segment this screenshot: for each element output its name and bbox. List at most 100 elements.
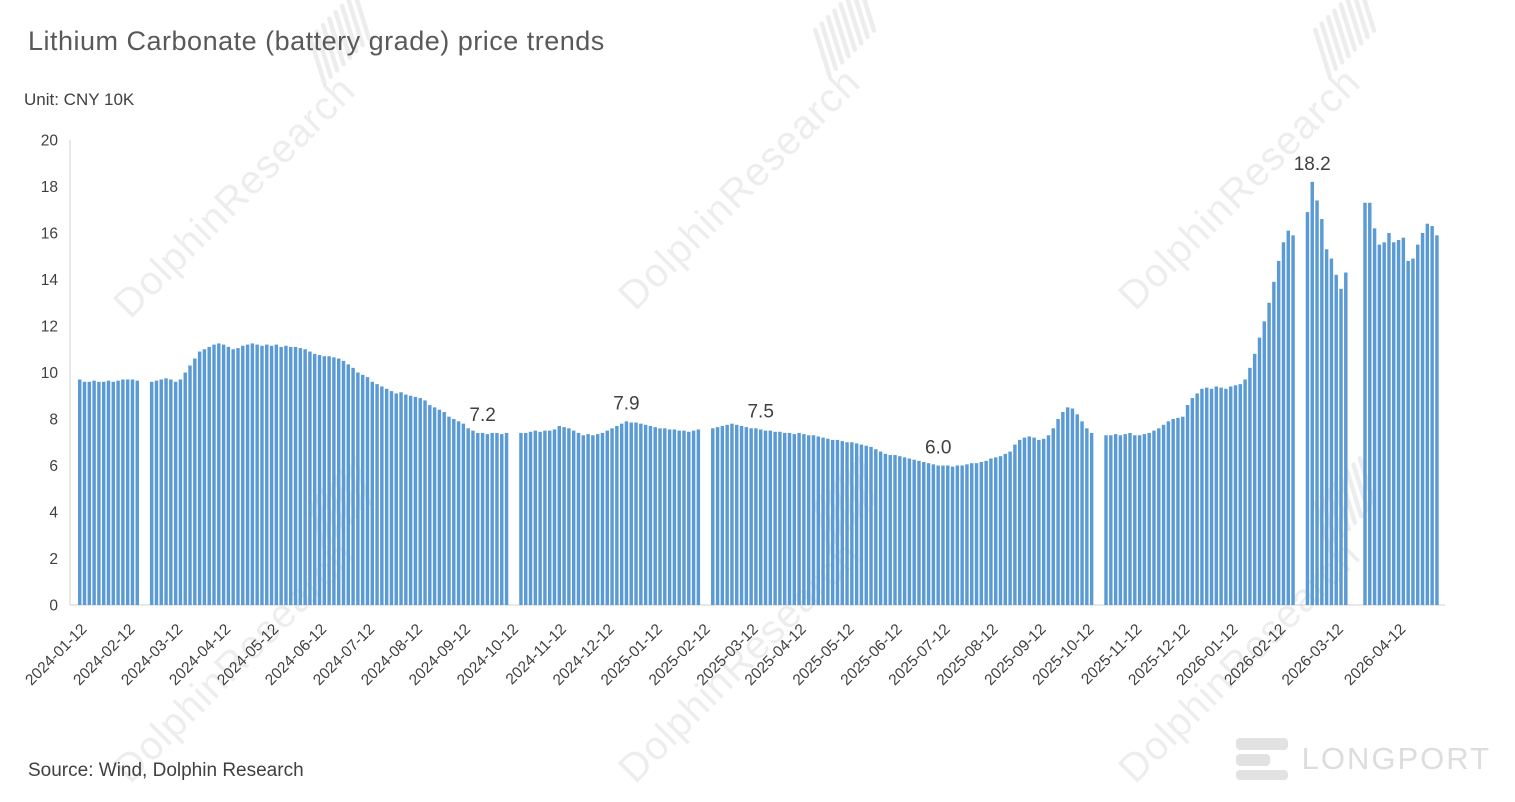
price-bar: [955, 465, 960, 605]
price-bar: [615, 425, 619, 605]
price-bar: [974, 463, 979, 605]
price-bar: [164, 378, 168, 605]
price-bar: [418, 398, 422, 605]
price-bar: [619, 423, 624, 605]
data-label: 6.0: [925, 438, 951, 459]
price-bar: [447, 416, 451, 605]
price-bar: [1027, 436, 1032, 605]
price-bar: [859, 444, 864, 605]
price-bar: [1166, 421, 1171, 605]
price-bar: [404, 394, 408, 605]
price-bar: [461, 423, 466, 605]
price-bar: [1008, 451, 1012, 605]
price-bar: [547, 430, 552, 606]
price-bar: [993, 457, 998, 605]
price-bar: [850, 442, 854, 605]
price-bar: [1382, 242, 1386, 606]
price-bar: [1003, 453, 1008, 606]
price-bar: [332, 357, 336, 605]
price-bar: [217, 343, 221, 605]
price-bar: [437, 409, 442, 605]
unit-label: Unit: CNY 10K: [24, 90, 135, 109]
price-bar: [231, 349, 235, 605]
price-bar: [154, 380, 159, 605]
price-bar: [581, 435, 586, 605]
price-bar: [797, 432, 801, 605]
svg-text:20: 20: [41, 133, 59, 150]
price-bar: [1334, 274, 1338, 605]
svg-text:12: 12: [41, 319, 58, 336]
svg-text:14: 14: [41, 272, 59, 289]
price-bar: [979, 462, 984, 605]
price-bar: [792, 434, 797, 605]
price-bar: [1425, 223, 1430, 605]
price-bar: [1420, 233, 1425, 605]
svg-text:DolphinResearch: DolphinResearch: [610, 60, 869, 319]
price-bar: [1219, 387, 1223, 605]
price-bar: [1320, 219, 1324, 606]
price-bar: [1195, 393, 1199, 605]
price-bar: [1286, 230, 1290, 606]
price-bar: [576, 432, 581, 605]
price-bar: [835, 439, 840, 605]
price-bar: [610, 428, 614, 605]
price-bar: [293, 346, 298, 605]
price-bar: [687, 431, 691, 605]
longport-logo-text: LONGPORT: [1301, 741, 1491, 776]
svg-text:18: 18: [41, 179, 58, 196]
price-bar: [125, 379, 130, 605]
svg-text:2: 2: [49, 551, 58, 568]
price-bar: [1392, 242, 1396, 606]
price-bar: [269, 345, 274, 605]
price-bar: [1041, 438, 1046, 605]
x-tick-label: 2026-04-12: [1341, 621, 1409, 689]
price-bar: [504, 432, 509, 605]
price-bar: [1435, 235, 1439, 605]
price-bar: [941, 465, 945, 605]
price-bar: [591, 435, 595, 605]
price-bar: [869, 446, 873, 605]
price-bar: [1152, 430, 1156, 606]
price-bar: [500, 434, 504, 605]
price-bar: [1056, 419, 1060, 605]
price-bar: [1329, 258, 1334, 605]
price-bar: [667, 429, 672, 605]
price-bar: [452, 419, 456, 605]
price-bar: [1147, 432, 1151, 605]
price-bar: [1339, 288, 1343, 605]
price-bar: [1228, 386, 1233, 605]
price-bar: [1032, 437, 1036, 605]
price-bar: [183, 372, 187, 605]
price-bar: [1248, 367, 1252, 605]
price-bar: [782, 432, 787, 605]
price-bar: [970, 463, 974, 605]
price-bar: [984, 460, 988, 605]
price-bar: [936, 465, 940, 605]
price-bar: [571, 430, 576, 606]
price-bar: [336, 358, 341, 605]
price-bar: [87, 381, 92, 605]
price-bar: [749, 428, 753, 605]
price-bar: [811, 435, 816, 605]
price-bar: [485, 434, 490, 605]
price-bar: [672, 429, 677, 605]
price-bar: [207, 346, 211, 605]
price-bar: [360, 374, 365, 605]
price-bar: [380, 386, 384, 605]
price-bar: [178, 379, 183, 605]
price-bar: [432, 407, 437, 606]
price-bar: [1387, 233, 1391, 605]
price-bar: [648, 425, 653, 605]
data-label: 18.2: [1294, 154, 1331, 175]
price-bar: [1262, 321, 1267, 605]
price-bar: [92, 380, 96, 605]
price-bar: [902, 457, 907, 605]
price-bar: [759, 429, 763, 605]
price-bar: [303, 349, 307, 605]
price-bar: [543, 430, 547, 606]
price-bar: [1080, 421, 1084, 605]
price-bar: [1372, 228, 1377, 605]
price-bar: [682, 430, 686, 606]
price-bar: [1113, 434, 1118, 605]
price-bar: [720, 425, 725, 605]
